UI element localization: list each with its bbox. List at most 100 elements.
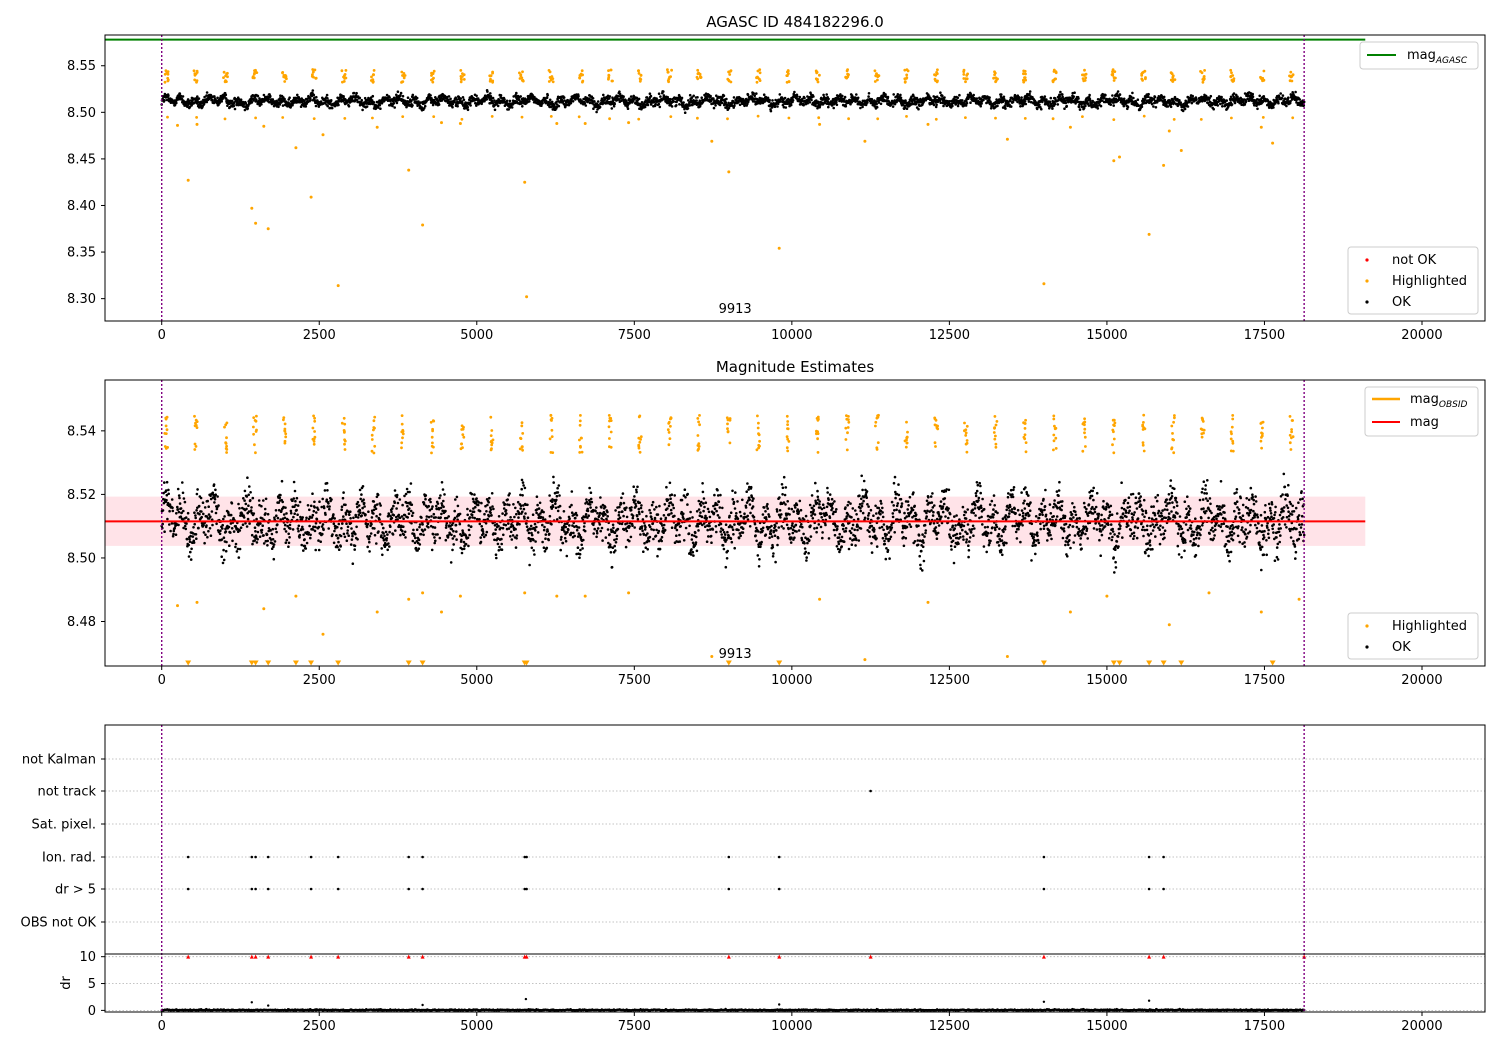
highlighted-point [905, 68, 909, 71]
ok-point [382, 532, 385, 535]
ok-point [1216, 104, 1220, 107]
highlighted-point [696, 116, 699, 120]
ok-point [287, 545, 290, 548]
ok-point [859, 106, 862, 110]
ok-point [418, 523, 422, 526]
ok-point [309, 533, 312, 537]
ok-point [421, 523, 424, 526]
ok-point [216, 495, 219, 498]
ok-point [301, 528, 305, 531]
ok-point [221, 561, 225, 565]
ok-point [557, 104, 561, 108]
highlighted-point [818, 122, 822, 126]
ok-point [313, 500, 316, 504]
ok-point [262, 93, 266, 97]
ok-point [402, 517, 405, 520]
ok-point [1109, 103, 1113, 106]
ok-point [427, 526, 430, 529]
ok-point [808, 101, 812, 104]
highlighted-point [756, 69, 760, 73]
ok-point [228, 544, 231, 547]
ok-point [866, 101, 869, 104]
highlighted-point [607, 69, 610, 72]
ok-point [447, 515, 451, 518]
highlighted-point [578, 76, 582, 80]
ok-point [214, 488, 217, 492]
ok-point [187, 518, 190, 521]
highlighted-point [186, 178, 190, 182]
ok-point [261, 524, 265, 527]
highlighted-point [1289, 70, 1293, 74]
ok-point [347, 534, 351, 537]
ok-point [168, 523, 171, 526]
ok-point [358, 488, 362, 492]
ok-point [356, 516, 360, 519]
ok-point [1009, 105, 1013, 108]
ok-point [1073, 91, 1076, 94]
ok-point [370, 522, 373, 526]
ok-point [276, 523, 279, 526]
ok-point [386, 548, 390, 552]
ok-point [269, 94, 272, 98]
ok-point [548, 98, 552, 102]
ok-point [439, 494, 442, 497]
highlighted-point [758, 79, 762, 82]
ok-point [1063, 107, 1066, 110]
ok-point [491, 96, 495, 100]
ok-point [248, 522, 251, 525]
ok-point [423, 528, 427, 531]
ok-point [400, 515, 404, 518]
ok-point [855, 93, 858, 96]
ok-point [1000, 93, 1003, 96]
ok-point [264, 497, 268, 501]
ok-point [361, 485, 365, 488]
highlighted-point [1023, 117, 1027, 120]
highlighted-point [1291, 116, 1295, 120]
ok-point [229, 531, 232, 534]
ok-point [451, 105, 454, 109]
highlighted-point [607, 77, 610, 81]
highlighted-point [1083, 68, 1086, 72]
ok-point [1169, 105, 1173, 109]
ok-point [183, 524, 187, 528]
ok-point [222, 517, 225, 521]
ok-point [1027, 100, 1031, 103]
ok-point [270, 532, 274, 536]
ok-point [1181, 109, 1185, 113]
ok-point [768, 98, 771, 102]
ok-point [1116, 90, 1120, 93]
ok-point [402, 533, 406, 536]
highlighted-point [341, 80, 344, 84]
ok-point [411, 104, 414, 107]
ok-point [323, 489, 327, 492]
highlighted-point [873, 69, 877, 73]
ok-point [867, 92, 871, 95]
ok-point [198, 512, 201, 516]
ok-point [224, 530, 228, 533]
ok-point [436, 502, 440, 505]
ok-point [373, 527, 376, 530]
ok-point [577, 94, 580, 98]
ok-point [430, 515, 433, 518]
ok-point [330, 498, 333, 501]
ok-point [856, 96, 860, 100]
ok-point [1096, 107, 1100, 110]
ok-point [309, 98, 312, 102]
ok-point [1072, 95, 1075, 98]
ok-point [951, 104, 954, 108]
ok-point [1281, 94, 1285, 97]
ok-point [1056, 103, 1060, 106]
ok-point [331, 533, 334, 536]
ok-point [181, 491, 185, 495]
highlighted-point [611, 79, 614, 83]
ok-point [841, 94, 844, 98]
ok-point [296, 93, 299, 97]
ok-point [439, 506, 443, 510]
ok-point [327, 527, 331, 530]
highlighted-point [1201, 80, 1205, 84]
highlighted-point [309, 195, 313, 199]
ok-point [242, 516, 246, 519]
ok-point [318, 500, 321, 504]
ok-point [388, 530, 391, 534]
highlighted-point [1112, 79, 1116, 82]
